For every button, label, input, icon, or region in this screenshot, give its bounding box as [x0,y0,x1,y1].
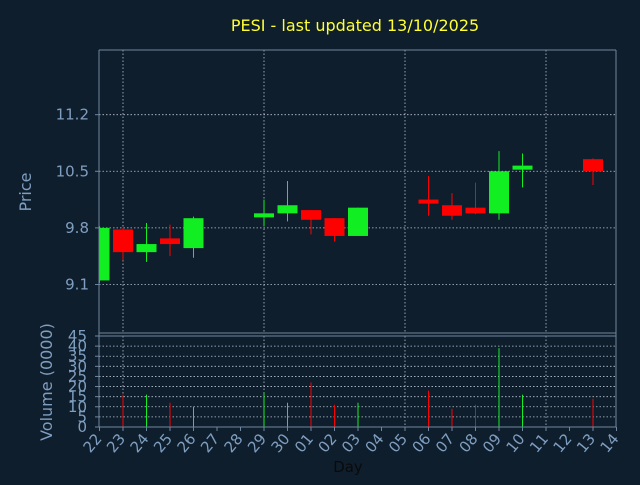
volume-tick-label: 45 [68,327,87,345]
volume-tick-label: 30 [68,357,87,375]
volume-axis-label: Volume (0000) [37,323,56,441]
volume-tick-label: 0 [77,418,87,436]
volume-tick-label: 5 [77,408,87,426]
volume-tick-label: 10 [68,398,87,416]
candle-body [160,238,180,245]
candle-body [442,205,462,216]
volume-bars [122,348,594,427]
candle-body [277,205,298,214]
candle-body [113,229,133,253]
candle-body [489,171,509,214]
candle-body [254,213,274,218]
volume-grid [99,336,616,427]
volume-tick-label: 25 [68,367,87,385]
candle-body [418,199,439,204]
volume-tick-label: 15 [68,388,87,406]
volume-tick-label: 40 [68,337,87,355]
price-axis-label: Price [16,172,35,211]
volume-tick-label: 35 [68,347,87,365]
price-tick-label: 10.5 [56,162,89,180]
price-ytick-labels: 9.1 9.8 10.5 11.2 [56,106,99,293]
volume-tick-label: 20 [68,378,87,396]
price-tick-label: 9.1 [65,275,89,293]
price-tick-label: 9.8 [65,219,89,237]
candle-body [99,227,110,281]
candle-body [301,210,321,220]
candle-body [183,218,204,249]
price-grid [99,50,616,333]
price-tick-label: 11.2 [56,106,89,124]
candle-body [465,207,486,214]
candle-body [136,244,157,253]
candle-body [583,159,603,172]
chart-title: PESI - last updated 13/10/2025 [231,16,479,35]
candle-body [324,218,345,236]
candle-body [512,165,533,170]
candle-body [348,207,368,236]
x-axis-label: Day [333,458,363,476]
